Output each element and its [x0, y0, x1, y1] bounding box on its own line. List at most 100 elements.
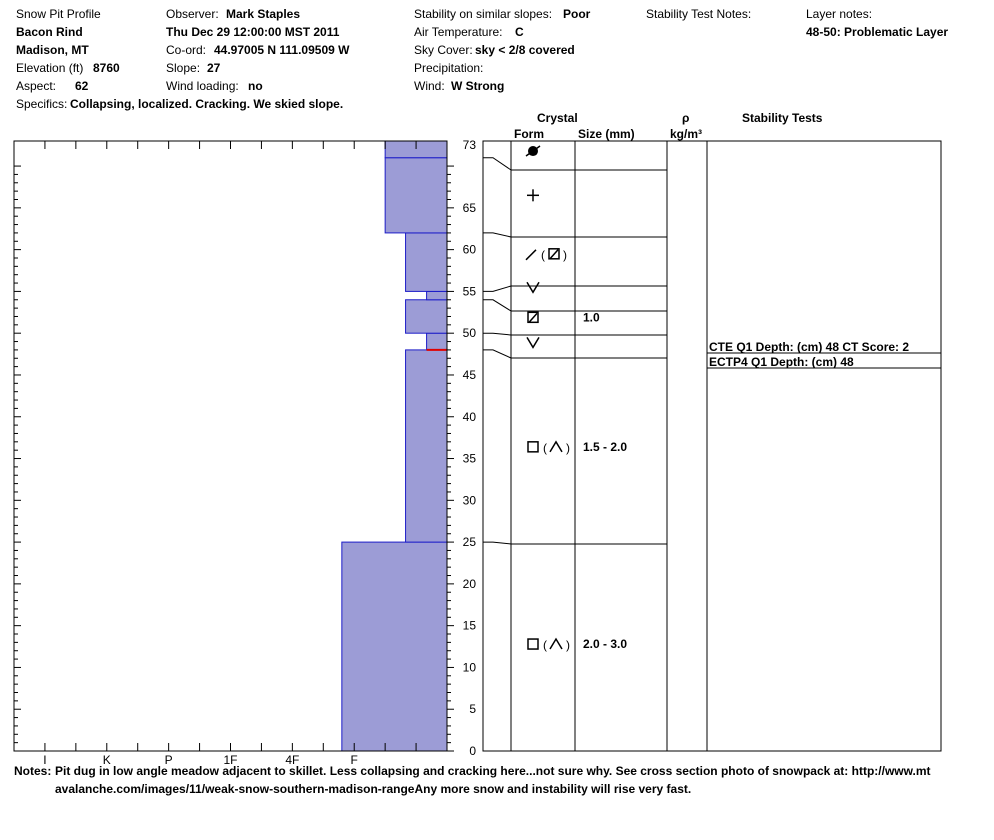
layer-connector-2	[483, 232, 512, 238]
layer-notes-value: 48-50: Problematic Layer	[806, 25, 949, 39]
specifics-value: Collapsing, localized. Cracking. We skie…	[70, 97, 344, 111]
aspect-label: Aspect:	[16, 79, 57, 93]
crystal-precip-icon	[525, 145, 541, 157]
air-temp-label: Air Temperature:	[414, 25, 503, 39]
stability-test-1: ECTP4 Q1 Depth: (cm) 48	[709, 355, 854, 369]
hardness-bar-1	[405, 349, 448, 543]
elevation-value: 8760	[93, 61, 120, 75]
specifics-label: Specifics:	[16, 97, 68, 111]
close-paren: )	[566, 638, 570, 652]
crystal-size-7: 2.0 - 3.0	[583, 637, 627, 651]
hardness-label-K: K	[103, 753, 111, 767]
hardness-label-F: F	[351, 753, 358, 767]
layer-connector-6	[483, 349, 512, 359]
hardness-bar-6	[384, 157, 448, 234]
layer-connector-4	[483, 299, 512, 312]
depth-label-15: 15	[463, 619, 477, 633]
hardness-layers	[341, 140, 448, 752]
region-name: Madison, MT	[16, 43, 89, 57]
aspect-value: 62	[75, 79, 89, 93]
crystal-size-6: 1.5 - 2.0	[583, 440, 627, 454]
depth-label-20: 20	[463, 577, 477, 591]
faceted-box	[527, 638, 539, 650]
depth-label-25: 25	[463, 535, 477, 549]
stability-test-0: CTE Q1 Depth: (cm) 48 CT Score: 2	[709, 340, 909, 354]
stability-test-notes-label: Stability Test Notes:	[646, 7, 752, 21]
depth-label-50: 50	[463, 326, 477, 340]
crystal-size-4: 1.0	[583, 310, 600, 324]
notes-label: Notes:	[14, 764, 52, 778]
caret	[549, 440, 563, 453]
hardness-bar-3	[405, 299, 448, 334]
density-unit-header: kg/m³	[670, 127, 703, 141]
close-paren: )	[563, 248, 567, 262]
location-name: Bacon Rind	[16, 25, 83, 39]
size-header: Size (mm)	[578, 127, 635, 141]
layer-connector-1	[483, 157, 512, 171]
wind-label: Wind:	[414, 79, 445, 93]
observer-label: Observer:	[166, 7, 219, 21]
faceted-box	[527, 311, 539, 324]
stability-label: Stability on similar slopes:	[414, 7, 553, 21]
crystal-vee-icon	[526, 336, 540, 349]
box-slash	[549, 249, 559, 260]
depth-label-40: 40	[463, 410, 477, 424]
stability-value: Poor	[563, 7, 591, 21]
coord-label: Co-ord:	[166, 43, 207, 57]
depth-hoar-vee	[526, 281, 540, 294]
slope-label: Slope:	[166, 61, 201, 75]
depth-label-10: 10	[463, 660, 477, 674]
sky-cover-value: sky < 2/8 covered	[475, 43, 575, 57]
layer-connector-3	[483, 285, 512, 292]
open-paren: (	[541, 248, 545, 262]
page-title: Snow Pit Profile	[16, 7, 101, 21]
depth-label-60: 60	[463, 243, 477, 257]
depth-label-0: 0	[469, 744, 476, 758]
slope-value: 27	[207, 61, 221, 75]
crystal-box-caret-icon: ()	[527, 637, 570, 652]
observation-datetime: Thu Dec 29 12:00:00 MST 2011	[166, 25, 340, 39]
depth-hoar-vee	[526, 336, 540, 349]
wind-loading-label: Wind loading:	[166, 79, 239, 93]
depth-label-30: 30	[463, 493, 477, 507]
sky-cover-label: Sky Cover:	[414, 43, 473, 57]
caret	[549, 637, 563, 650]
layer-connector-5	[483, 332, 512, 336]
layer-notes-label: Layer notes:	[806, 7, 873, 21]
wind-value: W Strong	[451, 79, 505, 93]
elevation-label: Elevation (ft)	[16, 61, 84, 75]
hardness-label-1F: 1F	[223, 753, 237, 767]
hardness-bar-4	[426, 290, 448, 301]
notes-line-2: avalanche.com/images/11/weak-snow-southe…	[55, 782, 692, 796]
crystal-plus-icon	[527, 189, 539, 202]
stability-tests-header: Stability Tests	[742, 111, 823, 125]
precipitation-label: Precipitation:	[414, 61, 484, 75]
slash	[525, 249, 537, 261]
faceted-box	[548, 248, 560, 260]
close-paren: )	[566, 441, 570, 455]
hardness-label-4F: 4F	[285, 753, 299, 767]
crystal-vee-icon	[526, 281, 540, 294]
depth-label-35: 35	[463, 452, 477, 466]
form-header: Form	[514, 127, 544, 141]
notes-line-1: Pit dug in low angle meadow adjacent to …	[55, 764, 931, 778]
depth-label-55: 55	[463, 284, 477, 298]
layer-table-frame	[482, 140, 942, 752]
crystal-slash-box-icon: ()	[525, 248, 567, 262]
open-paren: (	[543, 441, 547, 455]
open-paren: (	[543, 638, 547, 652]
observer-value: Mark Staples	[226, 7, 301, 21]
depth-label-5: 5	[469, 702, 476, 716]
faceted-box	[527, 441, 539, 453]
hardness-bar-0	[341, 541, 448, 752]
pit-frames	[13, 140, 942, 752]
layer-boundaries	[483, 157, 667, 545]
wind-loading-value: no	[248, 79, 263, 93]
rho-header: ρ	[682, 111, 690, 125]
depth-label-45: 45	[463, 368, 477, 382]
hardness-bar-5	[405, 232, 448, 292]
coord-value: 44.97005 N 111.09509 W	[214, 43, 350, 57]
crystal-box-caret-icon: ()	[527, 440, 570, 455]
